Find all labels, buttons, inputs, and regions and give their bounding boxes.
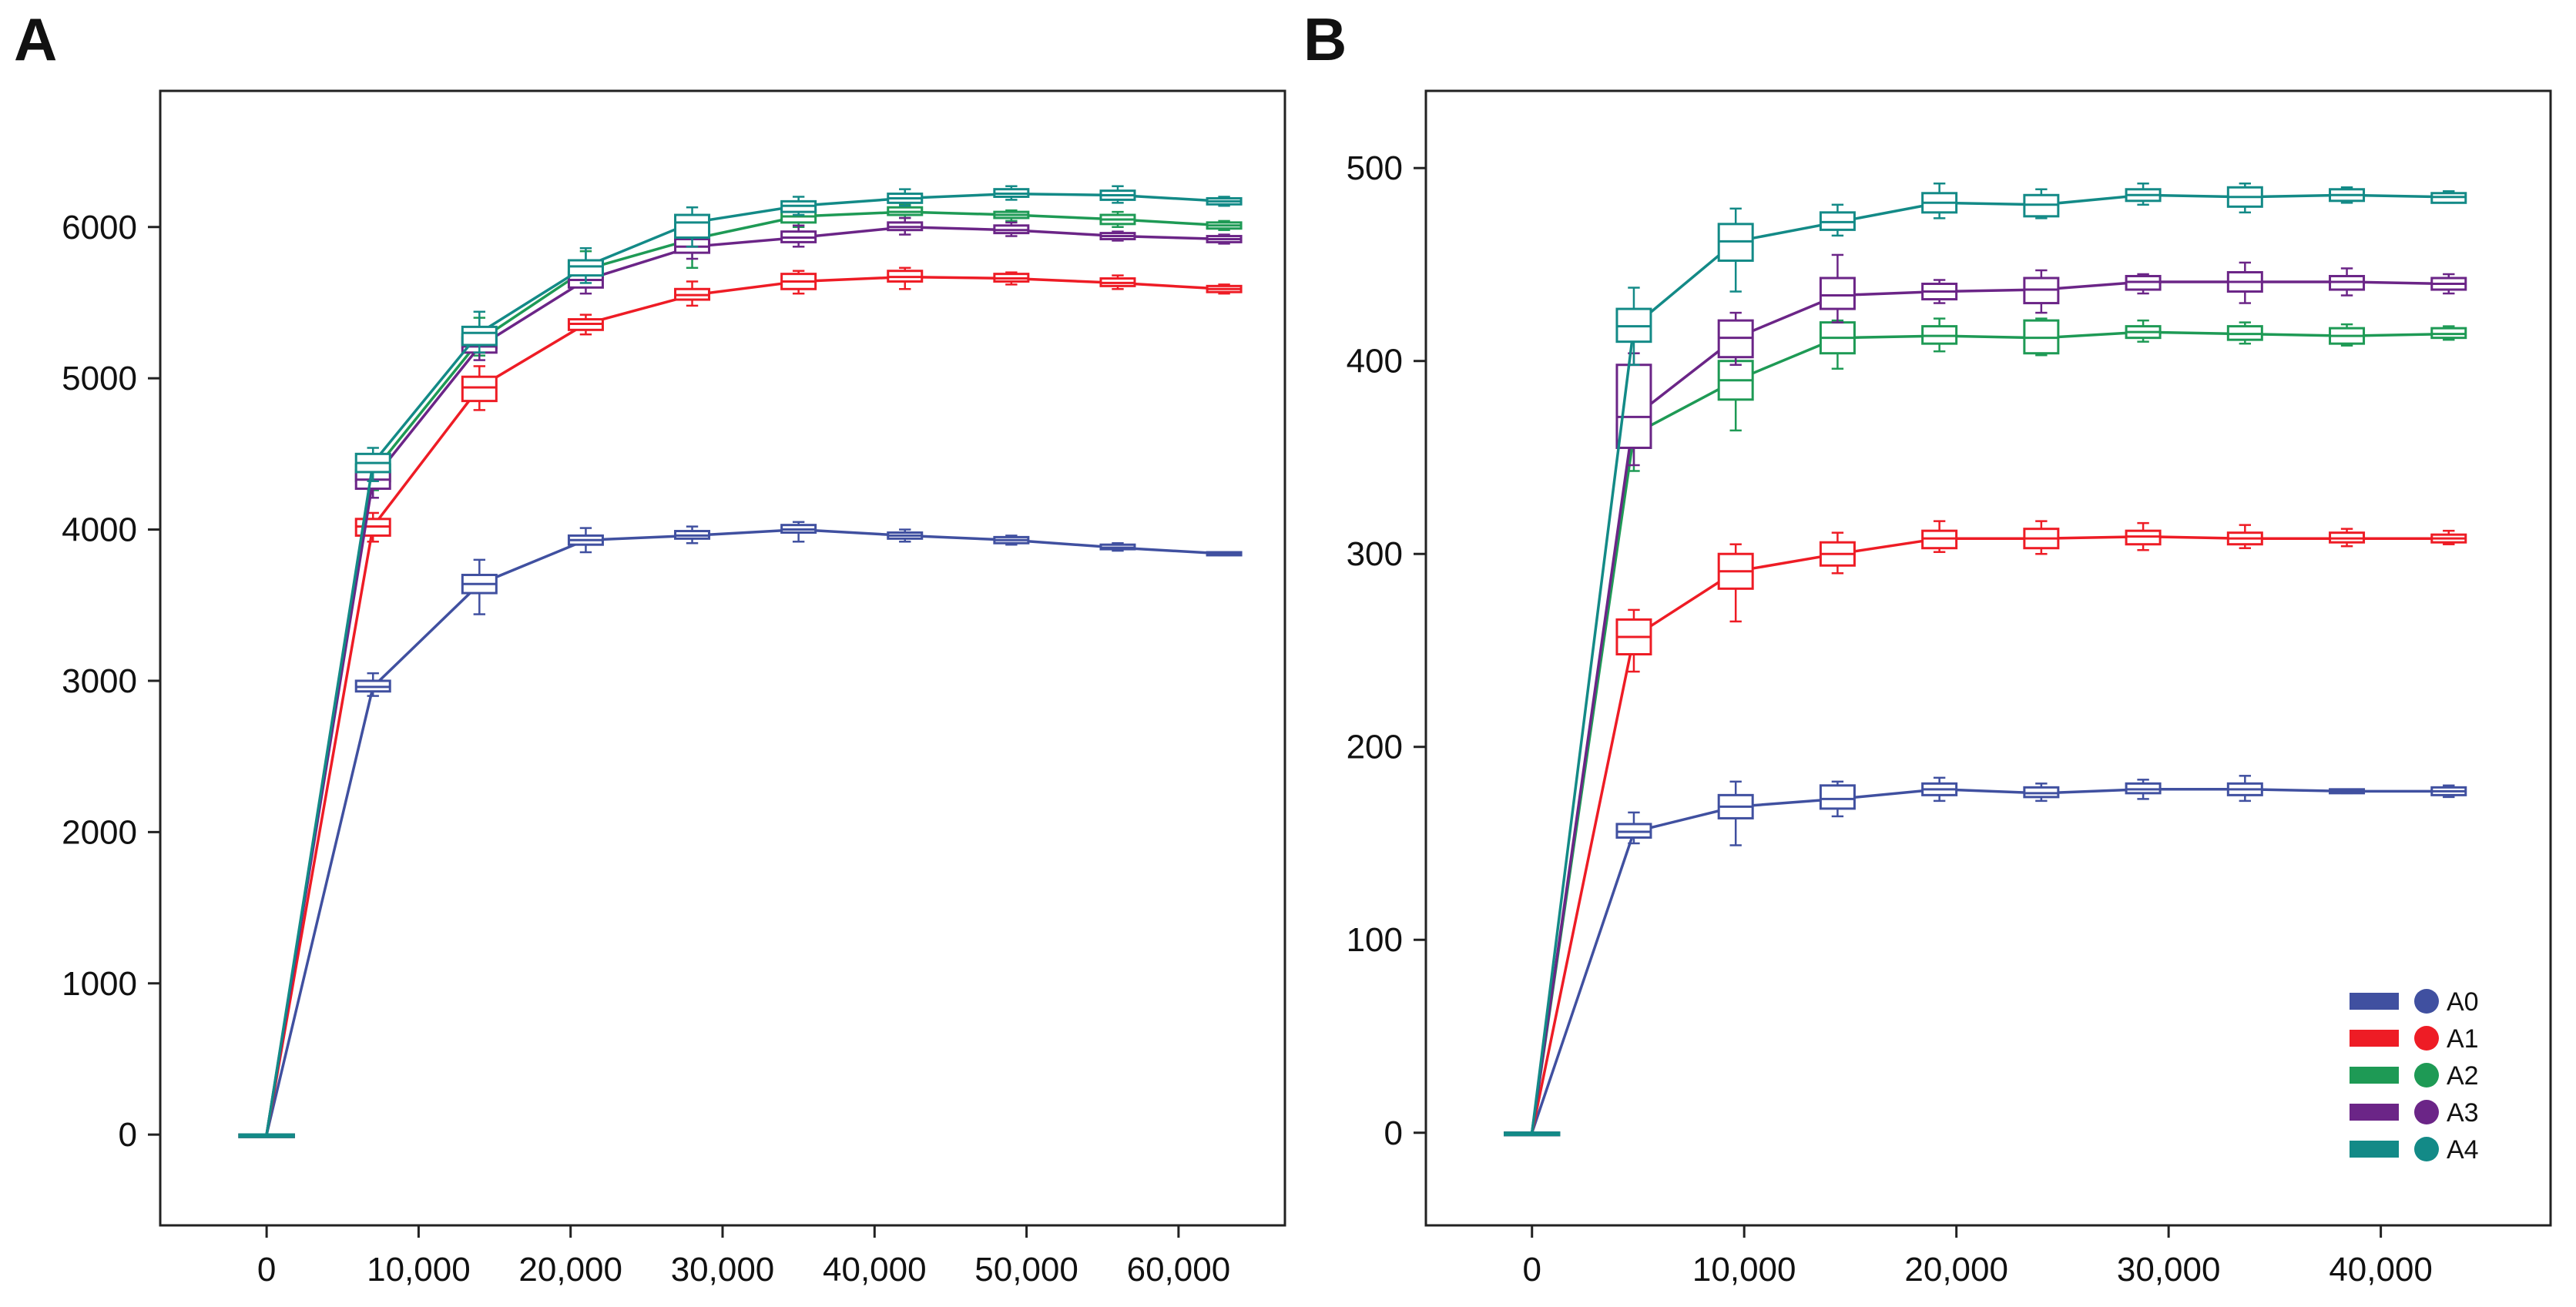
panel-b-frame bbox=[1424, 89, 2552, 1227]
y-tick-label: 6000 bbox=[62, 209, 137, 246]
legend-swatch-bar bbox=[2350, 1030, 2399, 1047]
series-a4 bbox=[1504, 182, 2467, 1137]
series-a3 bbox=[238, 216, 1243, 1138]
legend-entry-a0: A0 bbox=[2350, 987, 2479, 1017]
box bbox=[461, 325, 498, 347]
legend: A0 A1 A2 A3 A4 bbox=[2350, 987, 2479, 1165]
panel-b-plot: 0 10,000 20,000 30,000 40,000 0 100 200 300 400 50… bbox=[1347, 89, 2552, 1289]
panel-a-frame bbox=[159, 89, 1286, 1227]
legend-swatch-dot bbox=[2414, 1100, 2439, 1124]
series-a2 bbox=[1504, 317, 2467, 1137]
y-tick-label: 500 bbox=[1347, 149, 1403, 187]
panel-a-label: A bbox=[14, 5, 57, 73]
legend-entry-a4: A4 bbox=[2350, 1135, 2479, 1165]
legend-swatch-bar bbox=[2350, 1067, 2399, 1084]
legend-label: A4 bbox=[2447, 1135, 2479, 1165]
legend-entry-a3: A3 bbox=[2350, 1098, 2479, 1128]
box bbox=[1819, 276, 1856, 310]
box bbox=[567, 259, 604, 277]
x-tick-label: 0 bbox=[1522, 1251, 1541, 1289]
legend-entry-a2: A2 bbox=[2350, 1061, 2479, 1091]
y-tick-label: 300 bbox=[1347, 535, 1403, 573]
legend-swatch-bar bbox=[2350, 993, 2399, 1010]
y-tick-label: 100 bbox=[1347, 921, 1403, 959]
y-tick-label: 4000 bbox=[62, 511, 137, 549]
x-tick-label: 50,000 bbox=[974, 1251, 1078, 1289]
x-tick-label: 30,000 bbox=[671, 1251, 775, 1289]
series-a0 bbox=[238, 521, 1243, 1138]
x-tick-label: 20,000 bbox=[518, 1251, 622, 1289]
legend-label: A0 bbox=[2447, 987, 2479, 1017]
series-line bbox=[1530, 330, 2449, 1134]
x-tick-label: 10,000 bbox=[367, 1251, 471, 1289]
x-tick-label: 0 bbox=[257, 1251, 276, 1289]
series-line bbox=[1530, 280, 2449, 1134]
box bbox=[1615, 364, 1652, 449]
y-tick-label: 5000 bbox=[62, 360, 137, 397]
series-line bbox=[265, 210, 1225, 1135]
y-tick-label: 2000 bbox=[62, 813, 137, 851]
panel-b-series bbox=[1504, 182, 2467, 1137]
legend-swatch-dot bbox=[2414, 1026, 2439, 1051]
box bbox=[674, 213, 711, 240]
x-tick-label: 30,000 bbox=[2117, 1251, 2221, 1289]
series-line bbox=[265, 192, 1225, 1135]
y-tick-label: 1000 bbox=[62, 965, 137, 1003]
y-tick-label: 3000 bbox=[62, 662, 137, 700]
series-a0 bbox=[1504, 775, 2467, 1137]
y-tick-label: 0 bbox=[119, 1116, 137, 1154]
series-a4 bbox=[238, 185, 1243, 1138]
legend-swatch-bar bbox=[2350, 1104, 2399, 1121]
series-line bbox=[1530, 535, 2449, 1134]
series-line bbox=[265, 275, 1225, 1135]
series-line bbox=[265, 528, 1225, 1135]
legend-label: A1 bbox=[2447, 1024, 2479, 1054]
series-line bbox=[1530, 193, 2449, 1134]
panel-a-plot: 0 10,000 20,000 30,000 40,000 50,000 60,000 0 10… bbox=[62, 89, 1286, 1289]
panel-a-axes: 0 10,000 20,000 30,000 40,000 50,000 60,000 0 10… bbox=[62, 209, 1230, 1289]
x-tick-label: 40,000 bbox=[2329, 1251, 2433, 1289]
x-tick-label: 20,000 bbox=[1904, 1251, 2008, 1289]
x-tick-label: 60,000 bbox=[1127, 1251, 1231, 1289]
series-line bbox=[265, 226, 1225, 1135]
panel-b-label: B bbox=[1303, 5, 1347, 73]
y-tick-label: 0 bbox=[1384, 1114, 1403, 1152]
legend-swatch-dot bbox=[2414, 1063, 2439, 1087]
panel-b-axes: 0 10,000 20,000 30,000 40,000 0 100 200 300 400 50… bbox=[1347, 149, 2433, 1289]
series-line bbox=[1531, 788, 2449, 1134]
series-a1 bbox=[238, 266, 1243, 1138]
box bbox=[461, 375, 498, 403]
legend-entry-a1: A1 bbox=[2350, 1024, 2479, 1054]
legend-swatch-bar bbox=[2350, 1141, 2399, 1158]
x-tick-label: 40,000 bbox=[823, 1251, 927, 1289]
series-a3 bbox=[1504, 253, 2467, 1137]
legend-label: A3 bbox=[2447, 1098, 2479, 1128]
panel-a-series bbox=[238, 185, 1243, 1138]
x-tick-label: 10,000 bbox=[1692, 1251, 1796, 1289]
y-tick-label: 400 bbox=[1347, 343, 1403, 380]
y-tick-label: 200 bbox=[1347, 729, 1403, 766]
legend-swatch-dot bbox=[2414, 1137, 2439, 1161]
box bbox=[1819, 784, 1856, 810]
legend-swatch-dot bbox=[2414, 989, 2439, 1014]
legend-label: A2 bbox=[2447, 1061, 2479, 1091]
